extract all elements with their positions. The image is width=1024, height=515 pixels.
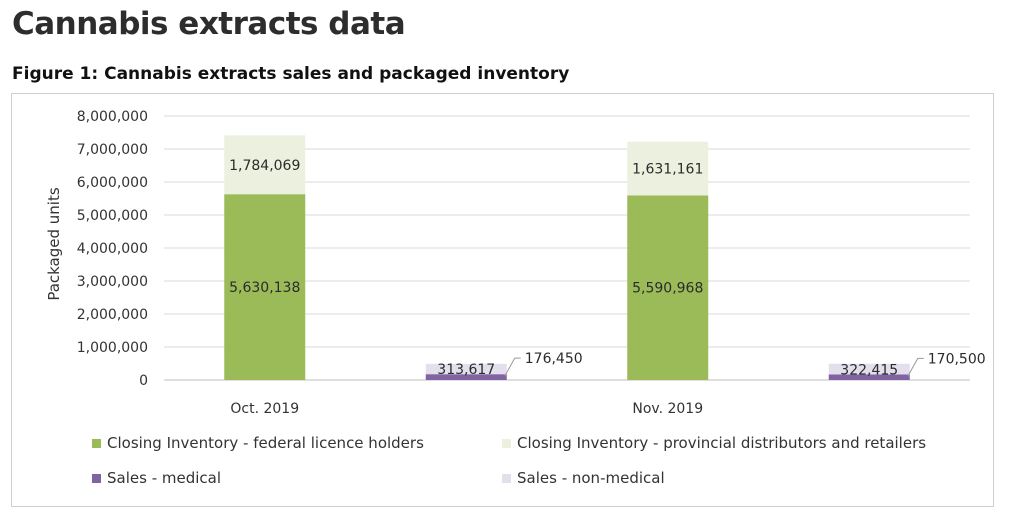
- y-tick-label: 8,000,000: [77, 109, 148, 125]
- x-axis-categories: Oct. 2019 Nov. 2019: [230, 401, 703, 417]
- bar-sales-non-medical: [425, 363, 507, 375]
- label-leader-line: [504, 357, 521, 377]
- y-axis-label: Packaged units: [45, 187, 63, 301]
- data-label: 322,415: [840, 362, 898, 378]
- bars: [224, 135, 910, 380]
- data-label: 1,631,161: [632, 162, 703, 178]
- legend-item: Closing Inventory - provincial distribut…: [502, 434, 926, 452]
- legend-swatch: [92, 473, 101, 483]
- y-tick-label: 1,000,000: [77, 340, 148, 356]
- legend-label: Sales - non-medical: [517, 469, 665, 487]
- data-label: 170,500: [928, 351, 986, 367]
- legend-label: Closing Inventory - provincial distribut…: [517, 434, 927, 452]
- data-label: 5,590,968: [632, 281, 703, 297]
- legend-item: Sales - medical: [92, 469, 221, 487]
- chart-frame: 0 1,000,000 2,000,000 3,000,000 4,000,000 5,0…: [11, 93, 994, 507]
- figure-title: Figure 1: Cannabis extracts sales and pa…: [12, 64, 570, 84]
- y-axis-ticks: 0 1,000,000 2,000,000 3,000,000 4,000,000 5,0…: [77, 109, 148, 389]
- bar-chart: 0 1,000,000 2,000,000 3,000,000 4,000,000 5,0…: [45, 109, 986, 417]
- bar-provincial-inventory: [224, 135, 306, 195]
- y-tick-label: 0: [139, 373, 148, 389]
- legend-label: Closing Inventory - federal licence hold…: [107, 434, 424, 452]
- x-category-label: Oct. 2019: [230, 401, 299, 417]
- data-label: 313,617: [437, 362, 495, 378]
- legend-swatch: [502, 473, 511, 483]
- bar-sales-medical: [828, 374, 910, 380]
- legend-item: Closing Inventory - federal licence hold…: [92, 434, 424, 452]
- x-category-label: Nov. 2019: [632, 401, 703, 417]
- legend-item: Sales - non-medical: [502, 469, 665, 487]
- y-tick-label: 7,000,000: [77, 142, 148, 158]
- bar-provincial-inventory: [627, 141, 709, 196]
- legend-swatch: [502, 438, 511, 448]
- y-tick-label: 2,000,000: [77, 307, 148, 323]
- y-tick-label: 4,000,000: [77, 241, 148, 257]
- y-tick-label: 5,000,000: [77, 208, 148, 224]
- y-tick-label: 6,000,000: [77, 175, 148, 191]
- legend-swatch: [92, 438, 101, 448]
- bar-sales-non-medical: [828, 363, 910, 375]
- bar-sales-medical: [425, 374, 507, 380]
- bar-federal-inventory: [224, 194, 306, 380]
- data-label: 176,450: [525, 351, 583, 367]
- y-tick-label: 3,000,000: [77, 274, 148, 290]
- page-title: Cannabis extracts data: [12, 6, 406, 42]
- legend-label: Sales - medical: [107, 469, 222, 487]
- data-label: 5,630,138: [229, 280, 300, 296]
- data-label: 1,784,069: [229, 158, 300, 174]
- bar-federal-inventory: [627, 195, 709, 380]
- label-leader-line: [907, 357, 924, 377]
- data-labels: 5,630,138 1,784,069 313,617 176,450 5,590,96…: [229, 158, 986, 379]
